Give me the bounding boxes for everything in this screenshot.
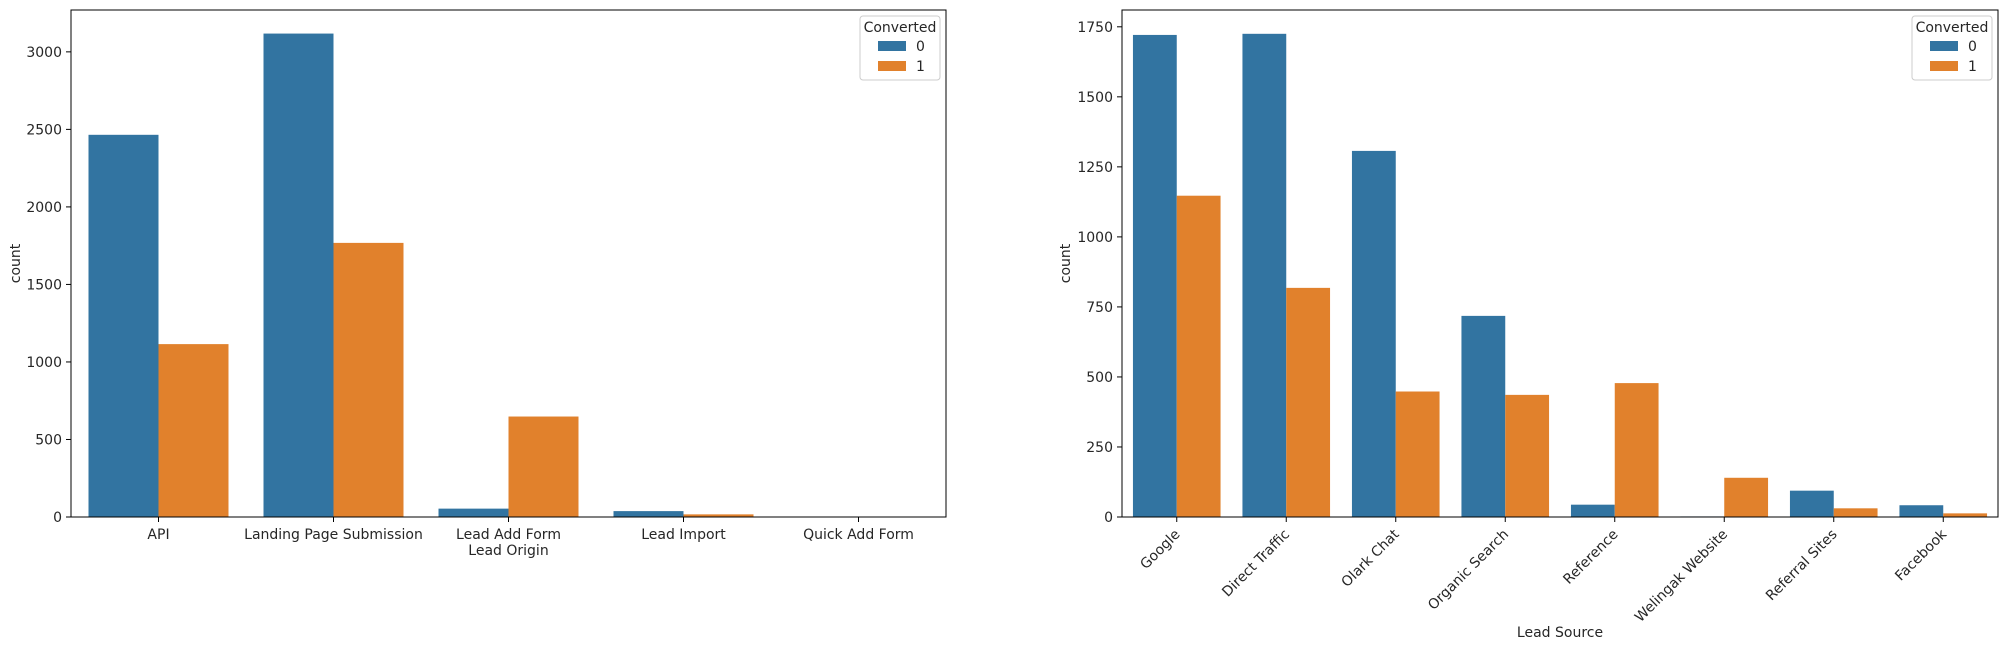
chart-lead-origin: 0 500 1000 1500 2000 2500 3000 API Landing Page … (8, 9, 947, 559)
bar-facebook-converted-0 (1899, 505, 1944, 517)
y-tick-label: 3000 (26, 45, 62, 61)
bar-api-converted-0 (88, 134, 159, 517)
chart-lead-source: 0 250 500 750 1000 1250 1500 1750 Google Direct T… (1058, 9, 1999, 641)
y-axis-label: count (1058, 243, 1074, 283)
x-tick-label: API (147, 527, 169, 543)
bar-organic-search-converted-0 (1461, 315, 1506, 517)
y-tick-label: 1750 (1077, 20, 1113, 36)
bar-facebook-converted-1 (1943, 513, 1988, 517)
bar-direct-traffic-converted-1 (1286, 287, 1331, 517)
bar-welingak-website-converted-1 (1724, 477, 1769, 517)
x-tick-label: Facebook (1892, 526, 1950, 584)
x-tick-label: Lead Import (641, 527, 726, 543)
x-tick-label: Google (1137, 527, 1183, 573)
bar-landing-page-submission-converted-0 (263, 33, 334, 517)
bar-lead-import-converted-1 (683, 514, 754, 517)
bar-direct-traffic-converted-0 (1242, 33, 1287, 518)
bar-organic-search-converted-1 (1505, 394, 1550, 517)
x-tick-label: Organic Search (1425, 527, 1512, 614)
legend-swatch-1 (1930, 61, 1958, 71)
y-tick-label: 1500 (1077, 90, 1113, 106)
legend-title: Converted (864, 20, 937, 36)
bar-referral-sites-converted-0 (1789, 490, 1834, 517)
y-tick-label: 1500 (26, 277, 62, 293)
y-tick-label: 0 (53, 510, 62, 526)
bar-lead-add-form-converted-0 (438, 508, 509, 517)
y-tick-label: 0 (1104, 510, 1113, 526)
legend-swatch-1 (878, 61, 906, 71)
y-tick-label: 1000 (26, 355, 62, 371)
legend-title: Converted (1916, 20, 1989, 36)
y-tick-label: 750 (1086, 300, 1113, 316)
bar-api-converted-1 (158, 344, 229, 517)
bar-reference-converted-1 (1614, 383, 1659, 517)
y-tick-label: 500 (35, 432, 62, 448)
x-tick-label: Reference (1560, 527, 1621, 588)
legend: Converted 0 1 (1911, 15, 1993, 81)
legend-entry-0: 0 (1968, 39, 1977, 55)
x-axis-label: Lead Source (1517, 625, 1603, 641)
bar-landing-page-submission-converted-1 (333, 242, 404, 517)
bar-google-converted-1 (1176, 195, 1221, 517)
y-tick-label: 2000 (26, 200, 62, 216)
plot-frame (1121, 9, 1999, 518)
x-tick-label: Landing Page Submission (244, 527, 423, 543)
legend-entry-1: 1 (916, 59, 925, 75)
y-tick-label: 500 (1086, 370, 1113, 386)
x-axis-label: Lead Origin (468, 543, 548, 559)
bar-reference-converted-0 (1570, 504, 1615, 517)
bar-olark-chat-converted-0 (1351, 150, 1396, 517)
bar-lead-import-converted-0 (613, 511, 684, 517)
x-tick-label: Lead Add Form (456, 527, 561, 543)
legend-entry-0: 0 (916, 39, 925, 55)
legend-swatch-0 (878, 41, 906, 51)
x-tick-label: Olark Chat (1339, 526, 1403, 590)
bar-lead-add-form-converted-1 (508, 416, 579, 517)
y-tick-label: 1000 (1077, 230, 1113, 246)
x-tick-label: Quick Add Form (803, 527, 914, 543)
bar-olark-chat-converted-1 (1395, 391, 1440, 517)
x-tick-label: Welingak Website (1632, 527, 1731, 626)
y-tick-label: 250 (1086, 440, 1113, 456)
x-tick-label: Referral Sites (1763, 527, 1841, 605)
y-tick-label: 2500 (26, 122, 62, 138)
x-tick-label: Direct Traffic (1219, 527, 1293, 601)
bar-google-converted-0 (1132, 34, 1177, 518)
bar-referral-sites-converted-1 (1833, 508, 1878, 517)
legend-entry-1: 1 (1968, 59, 1977, 75)
y-tick-label: 1250 (1077, 160, 1113, 176)
legend-swatch-0 (1930, 41, 1958, 51)
y-axis-label: count (8, 243, 24, 283)
legend: Converted 0 1 (859, 15, 941, 81)
